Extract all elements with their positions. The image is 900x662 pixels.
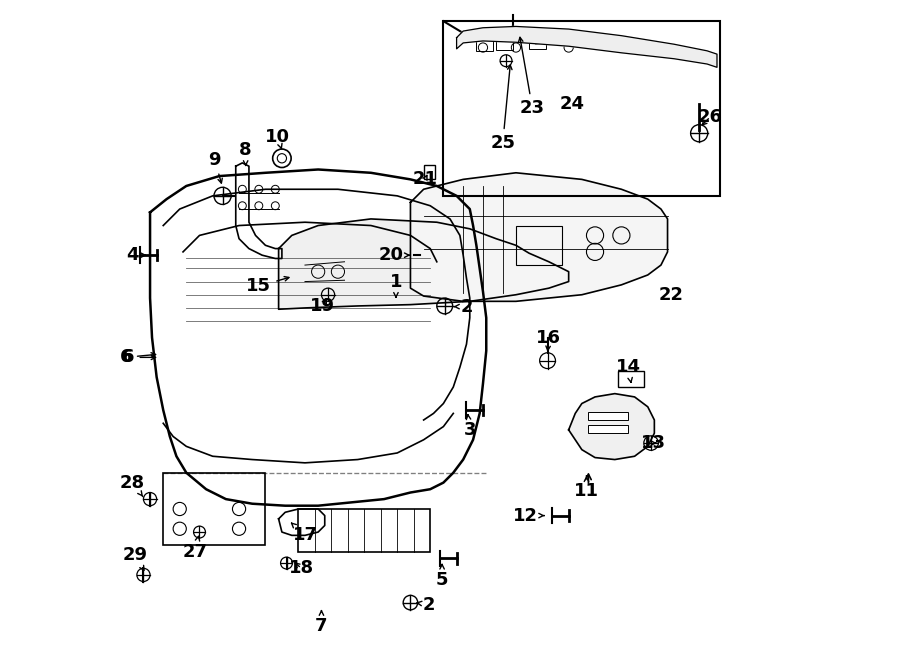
Polygon shape [279,219,569,309]
Text: 24: 24 [560,95,584,113]
Text: 6: 6 [120,348,156,366]
Text: 28: 28 [120,473,145,496]
Text: 23: 23 [518,37,544,117]
Text: 20: 20 [378,246,410,264]
Text: 2: 2 [417,596,436,614]
Text: 3: 3 [464,414,476,439]
Text: 10: 10 [265,128,290,149]
Bar [516,226,562,265]
Text: 6: 6 [122,348,156,366]
Text: 25: 25 [491,65,515,152]
Polygon shape [410,173,668,301]
Text: 27: 27 [183,536,207,561]
Text: 18: 18 [289,559,314,577]
Text: 2: 2 [454,298,472,316]
Text: 16: 16 [536,328,562,351]
Text: 29: 29 [122,546,148,570]
Text: 19: 19 [310,297,336,315]
Text: 1: 1 [390,273,402,297]
Bar [299,509,430,552]
Text: 4: 4 [126,246,145,264]
Bar [476,31,493,51]
Text: 8: 8 [239,141,252,166]
Bar [496,30,513,50]
Text: 26: 26 [698,108,723,126]
Text: 15: 15 [247,277,289,295]
Text: 5: 5 [436,565,448,589]
Text: 22: 22 [658,286,683,304]
Bar [589,425,628,433]
Text: 17: 17 [292,523,318,544]
Bar [163,473,266,545]
Bar [618,371,644,387]
Text: 12: 12 [513,506,544,524]
Polygon shape [456,26,717,68]
Text: 11: 11 [574,476,599,500]
Text: 21: 21 [412,170,437,189]
Text: 9: 9 [209,150,222,183]
Bar [589,412,628,420]
Polygon shape [569,394,654,459]
Text: 14: 14 [616,358,641,383]
Text: 7: 7 [315,611,328,636]
Bar [444,21,720,196]
Bar [529,29,545,49]
Text: 13: 13 [641,434,665,452]
Bar [424,165,436,179]
